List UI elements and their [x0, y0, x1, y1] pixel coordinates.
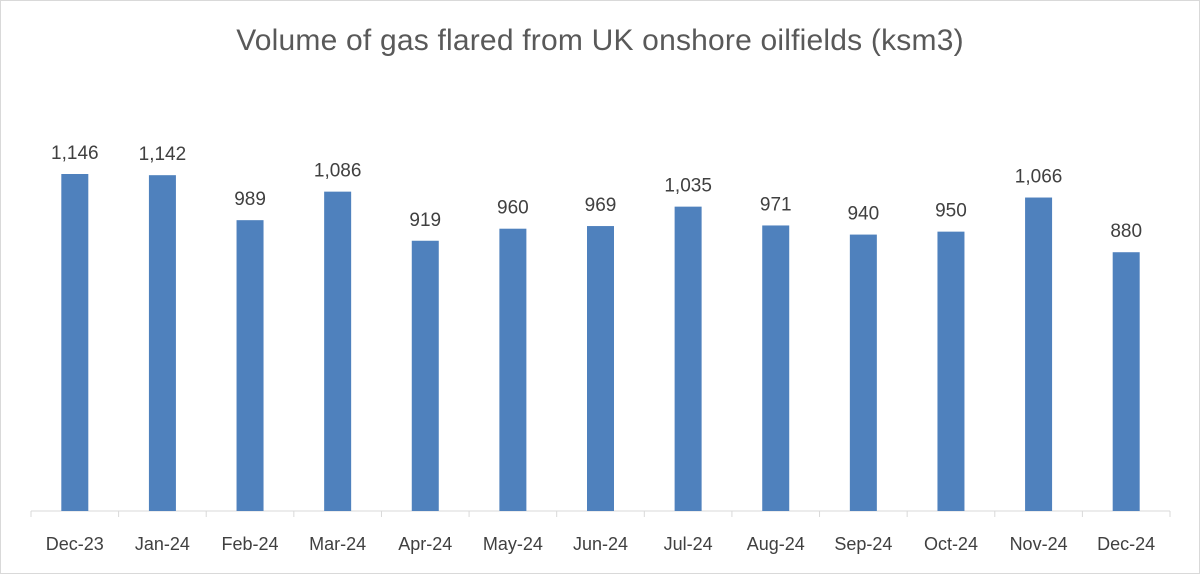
bar [324, 191, 352, 511]
x-tick-label: Jun-24 [573, 534, 628, 554]
bar [587, 226, 614, 512]
x-tick-label: Jul-24 [664, 534, 713, 554]
data-label: 1,035 [664, 176, 712, 197]
x-tick-label: Sep-24 [834, 534, 892, 554]
bar [762, 225, 790, 511]
x-tick-label: Apr-24 [398, 534, 452, 554]
x-tick-label: Feb-24 [222, 534, 279, 554]
x-tick-label: May-24 [483, 534, 543, 554]
data-label: 940 [847, 204, 879, 225]
data-label: 989 [234, 189, 266, 210]
x-tick-label: Jan-24 [135, 534, 190, 554]
data-label: 969 [585, 195, 617, 216]
data-label: 1,066 [1015, 167, 1063, 188]
bar [148, 175, 176, 511]
x-tick-label: Mar-24 [309, 534, 366, 554]
data-label: 919 [409, 210, 441, 231]
x-tick-label: Aug-24 [747, 534, 805, 554]
x-tick-label: Dec-24 [1097, 534, 1155, 554]
bar [236, 220, 264, 512]
data-label: 1,146 [51, 143, 99, 164]
bar [674, 206, 702, 511]
chart-title: Volume of gas flared from UK onshore oil… [236, 24, 964, 57]
data-label: 880 [1110, 221, 1142, 242]
bar [411, 240, 439, 511]
data-label: 1,086 [314, 161, 362, 182]
x-tick-label: Oct-24 [924, 534, 978, 554]
bar [61, 174, 89, 511]
bar [499, 228, 527, 511]
data-label: 960 [497, 198, 529, 219]
bar [937, 231, 965, 511]
data-label: 1,142 [139, 144, 187, 165]
bar [1112, 252, 1140, 511]
x-tick-label: Dec-23 [46, 534, 104, 554]
data-label: 950 [935, 201, 967, 222]
data-label: 971 [760, 194, 792, 215]
bar [1025, 197, 1053, 511]
x-tick-label: Nov-24 [1010, 534, 1068, 554]
bar [849, 234, 877, 511]
